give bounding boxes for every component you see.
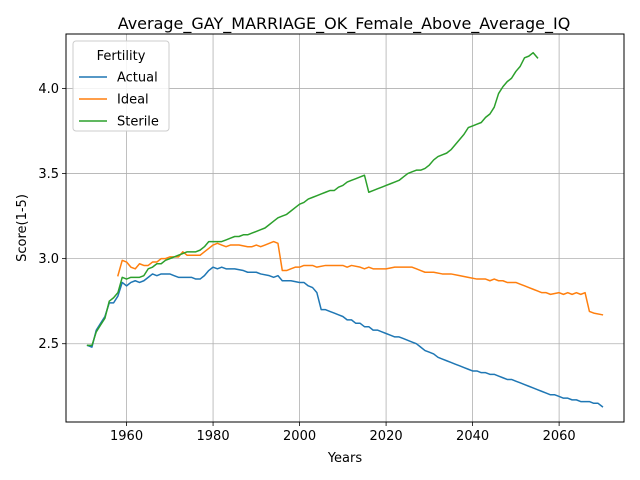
legend-label-ideal: Ideal xyxy=(117,93,149,108)
y-tick-label: 3.5 xyxy=(38,167,59,182)
y-tick-label: 3.0 xyxy=(38,252,59,267)
x-tick-label: 1980 xyxy=(197,429,230,444)
series-line-sterile xyxy=(86,51,539,347)
plot-frame xyxy=(65,33,625,423)
y-tick-label: 2.5 xyxy=(38,337,59,352)
x-tick-label: 2000 xyxy=(283,429,316,444)
axis-ticks: 1960 1980 2000 2020 2040 2060 2.5 3.0 3.5 4.0 xyxy=(38,82,575,444)
legend-entries: Actual Ideal Sterile xyxy=(79,71,159,130)
x-tick-label: 1960 xyxy=(110,429,143,444)
series-lines xyxy=(86,51,604,408)
series-line-ideal xyxy=(116,240,604,316)
legend-label-actual: Actual xyxy=(117,71,158,86)
x-tick-label: 2020 xyxy=(370,429,403,444)
legend: Fertility Actual Ideal Sterile xyxy=(72,40,170,132)
legend-title: Fertility xyxy=(97,49,146,64)
chart-title: Average_GAY_MARRIAGE_OK_Female_Above_Ave… xyxy=(118,14,571,34)
x-tick-label: 2040 xyxy=(456,429,489,444)
legend-label-sterile: Sterile xyxy=(117,115,159,130)
x-axis-label: Years xyxy=(327,451,363,466)
grid xyxy=(66,34,624,422)
x-tick-label: 2060 xyxy=(543,429,576,444)
series-line-actual xyxy=(86,266,604,408)
y-axis-label: Score(1-5) xyxy=(15,194,30,262)
y-tick-label: 4.0 xyxy=(38,82,59,97)
legend-box xyxy=(72,40,170,132)
